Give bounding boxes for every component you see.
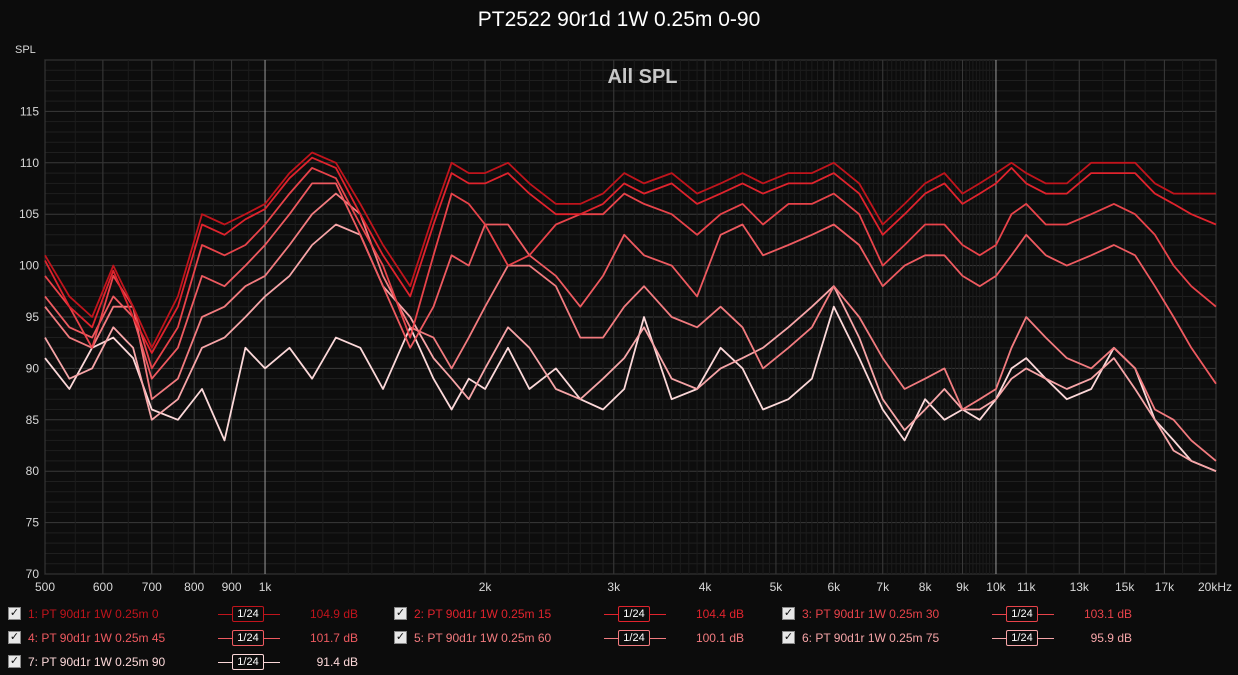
legend-item: ✓ 4: PT 90d1r 1W 0.25m 45 1/24 101.7 dB	[8, 630, 378, 646]
x-tick-label: 9k	[956, 580, 970, 594]
x-tick-label: 17k	[1155, 580, 1175, 594]
x-tick-label: 800	[184, 580, 204, 594]
series-line-1	[44, 151, 1216, 349]
x-tick-label: 10k	[986, 580, 1006, 594]
y-tick-label: 70	[26, 567, 40, 581]
legend-smoothing-button[interactable]: 1/24	[618, 630, 650, 646]
series-line-6	[44, 223, 1217, 473]
legend-checkbox[interactable]: ✓	[394, 631, 407, 644]
legend-smoothing-button[interactable]: 1/24	[1006, 606, 1038, 622]
x-tick-label: 3k	[607, 580, 621, 594]
x-tick-label: 13k	[1070, 580, 1090, 594]
x-tick-label: 15k	[1115, 580, 1135, 594]
legend-checkbox[interactable]: ✓	[8, 655, 21, 668]
legend-level-value: 104.9 dB	[309, 607, 358, 621]
x-tick-label: 900	[222, 580, 242, 594]
chart-title: PT2522 90r1d 1W 0.25m 0-90	[477, 8, 761, 31]
legend-item: ✓ 7: PT 90d1r 1W 0.25m 90 1/24 91.4 dB	[8, 654, 378, 670]
x-tick-label: 8k	[919, 580, 933, 594]
legend-series-name: 5: PT 90d1r 1W 0.25m 60	[414, 631, 552, 645]
legend-checkbox[interactable]: ✓	[8, 631, 21, 644]
legend-item: ✓ 5: PT 90d1r 1W 0.25m 60 1/24 100.1 dB	[394, 630, 764, 646]
legend-level-value: 95.9 dB	[1090, 631, 1132, 645]
legend-series-name: 6: PT 90d1r 1W 0.25m 75	[802, 631, 940, 645]
y-axis-label: SPL	[15, 44, 36, 56]
legend-checkbox[interactable]: ✓	[782, 631, 795, 644]
legend-item: ✓ 3: PT 90d1r 1W 0.25m 30 1/24 103.1 dB	[782, 606, 1152, 622]
legend-level-value: 101.7 dB	[309, 631, 358, 645]
legend-series-name: 2: PT 90d1r 1W 0.25m 15	[414, 607, 552, 621]
x-tick-label: 2k	[479, 580, 493, 594]
y-tick-label: 85	[26, 413, 40, 427]
legend-level-value: 104.4 dB	[695, 607, 744, 621]
series-line-7	[44, 305, 1217, 473]
y-tick-label: 110	[20, 156, 39, 170]
legend-smoothing-button[interactable]: 1/24	[1006, 630, 1038, 646]
x-tick-label: 700	[142, 580, 162, 594]
legend-smoothing-button[interactable]: 1/24	[232, 654, 264, 670]
legend-item: ✓ 6: PT 90d1r 1W 0.25m 75 1/24 95.9 dB	[782, 630, 1152, 646]
x-tick-label: 11k	[1017, 580, 1036, 594]
legend-checkbox[interactable]: ✓	[782, 607, 795, 620]
legend-level-value: 103.1 dB	[1083, 607, 1132, 621]
series-line-2	[44, 156, 1217, 354]
y-tick-label: 115	[20, 104, 39, 118]
y-tick-label: 95	[26, 310, 40, 324]
legend-smoothing-button[interactable]: 1/24	[618, 606, 650, 622]
y-tick-label: 90	[26, 361, 40, 375]
x-tick-label: 5k	[770, 580, 784, 594]
x-tick-label: 6k	[827, 580, 841, 594]
x-tick-label: 20kHz	[1198, 580, 1232, 594]
y-tick-label: 105	[19, 207, 39, 221]
x-tick-label: 500	[35, 580, 55, 594]
legend-smoothing-button[interactable]: 1/24	[232, 630, 264, 646]
series-line-3	[44, 166, 1217, 370]
y-tick-label: 80	[26, 464, 40, 478]
chart-subtitle: All SPL	[607, 66, 677, 88]
legend-smoothing-button[interactable]: 1/24	[232, 606, 264, 622]
x-tick-label: 600	[93, 580, 113, 594]
y-tick-label: 75	[26, 516, 40, 530]
legend-series-name: 7: PT 90d1r 1W 0.25m 90	[28, 655, 166, 669]
legend-checkbox[interactable]: ✓	[394, 607, 407, 620]
series-line-4	[44, 182, 1217, 385]
legend-series-name: 4: PT 90d1r 1W 0.25m 45	[28, 631, 166, 645]
legend-series-name: 1: PT 90d1r 1W 0.25m 0	[28, 607, 159, 621]
legend-series-name: 3: PT 90d1r 1W 0.25m 30	[802, 607, 940, 621]
legend-level-value: 91.4 dB	[316, 655, 358, 669]
series-line-5	[44, 192, 1217, 462]
legend-item: ✓ 1: PT 90d1r 1W 0.25m 0 1/24 104.9 dB	[8, 606, 378, 622]
x-tick-label: 7k	[876, 580, 890, 594]
y-tick-label: 100	[19, 259, 39, 273]
legend-checkbox[interactable]: ✓	[8, 607, 21, 620]
x-tick-label: 4k	[699, 580, 713, 594]
x-tick-label: 1k	[259, 580, 273, 594]
legend-item: ✓ 2: PT 90d1r 1W 0.25m 15 1/24 104.4 dB	[394, 606, 764, 622]
legend-level-value: 100.1 dB	[695, 631, 744, 645]
